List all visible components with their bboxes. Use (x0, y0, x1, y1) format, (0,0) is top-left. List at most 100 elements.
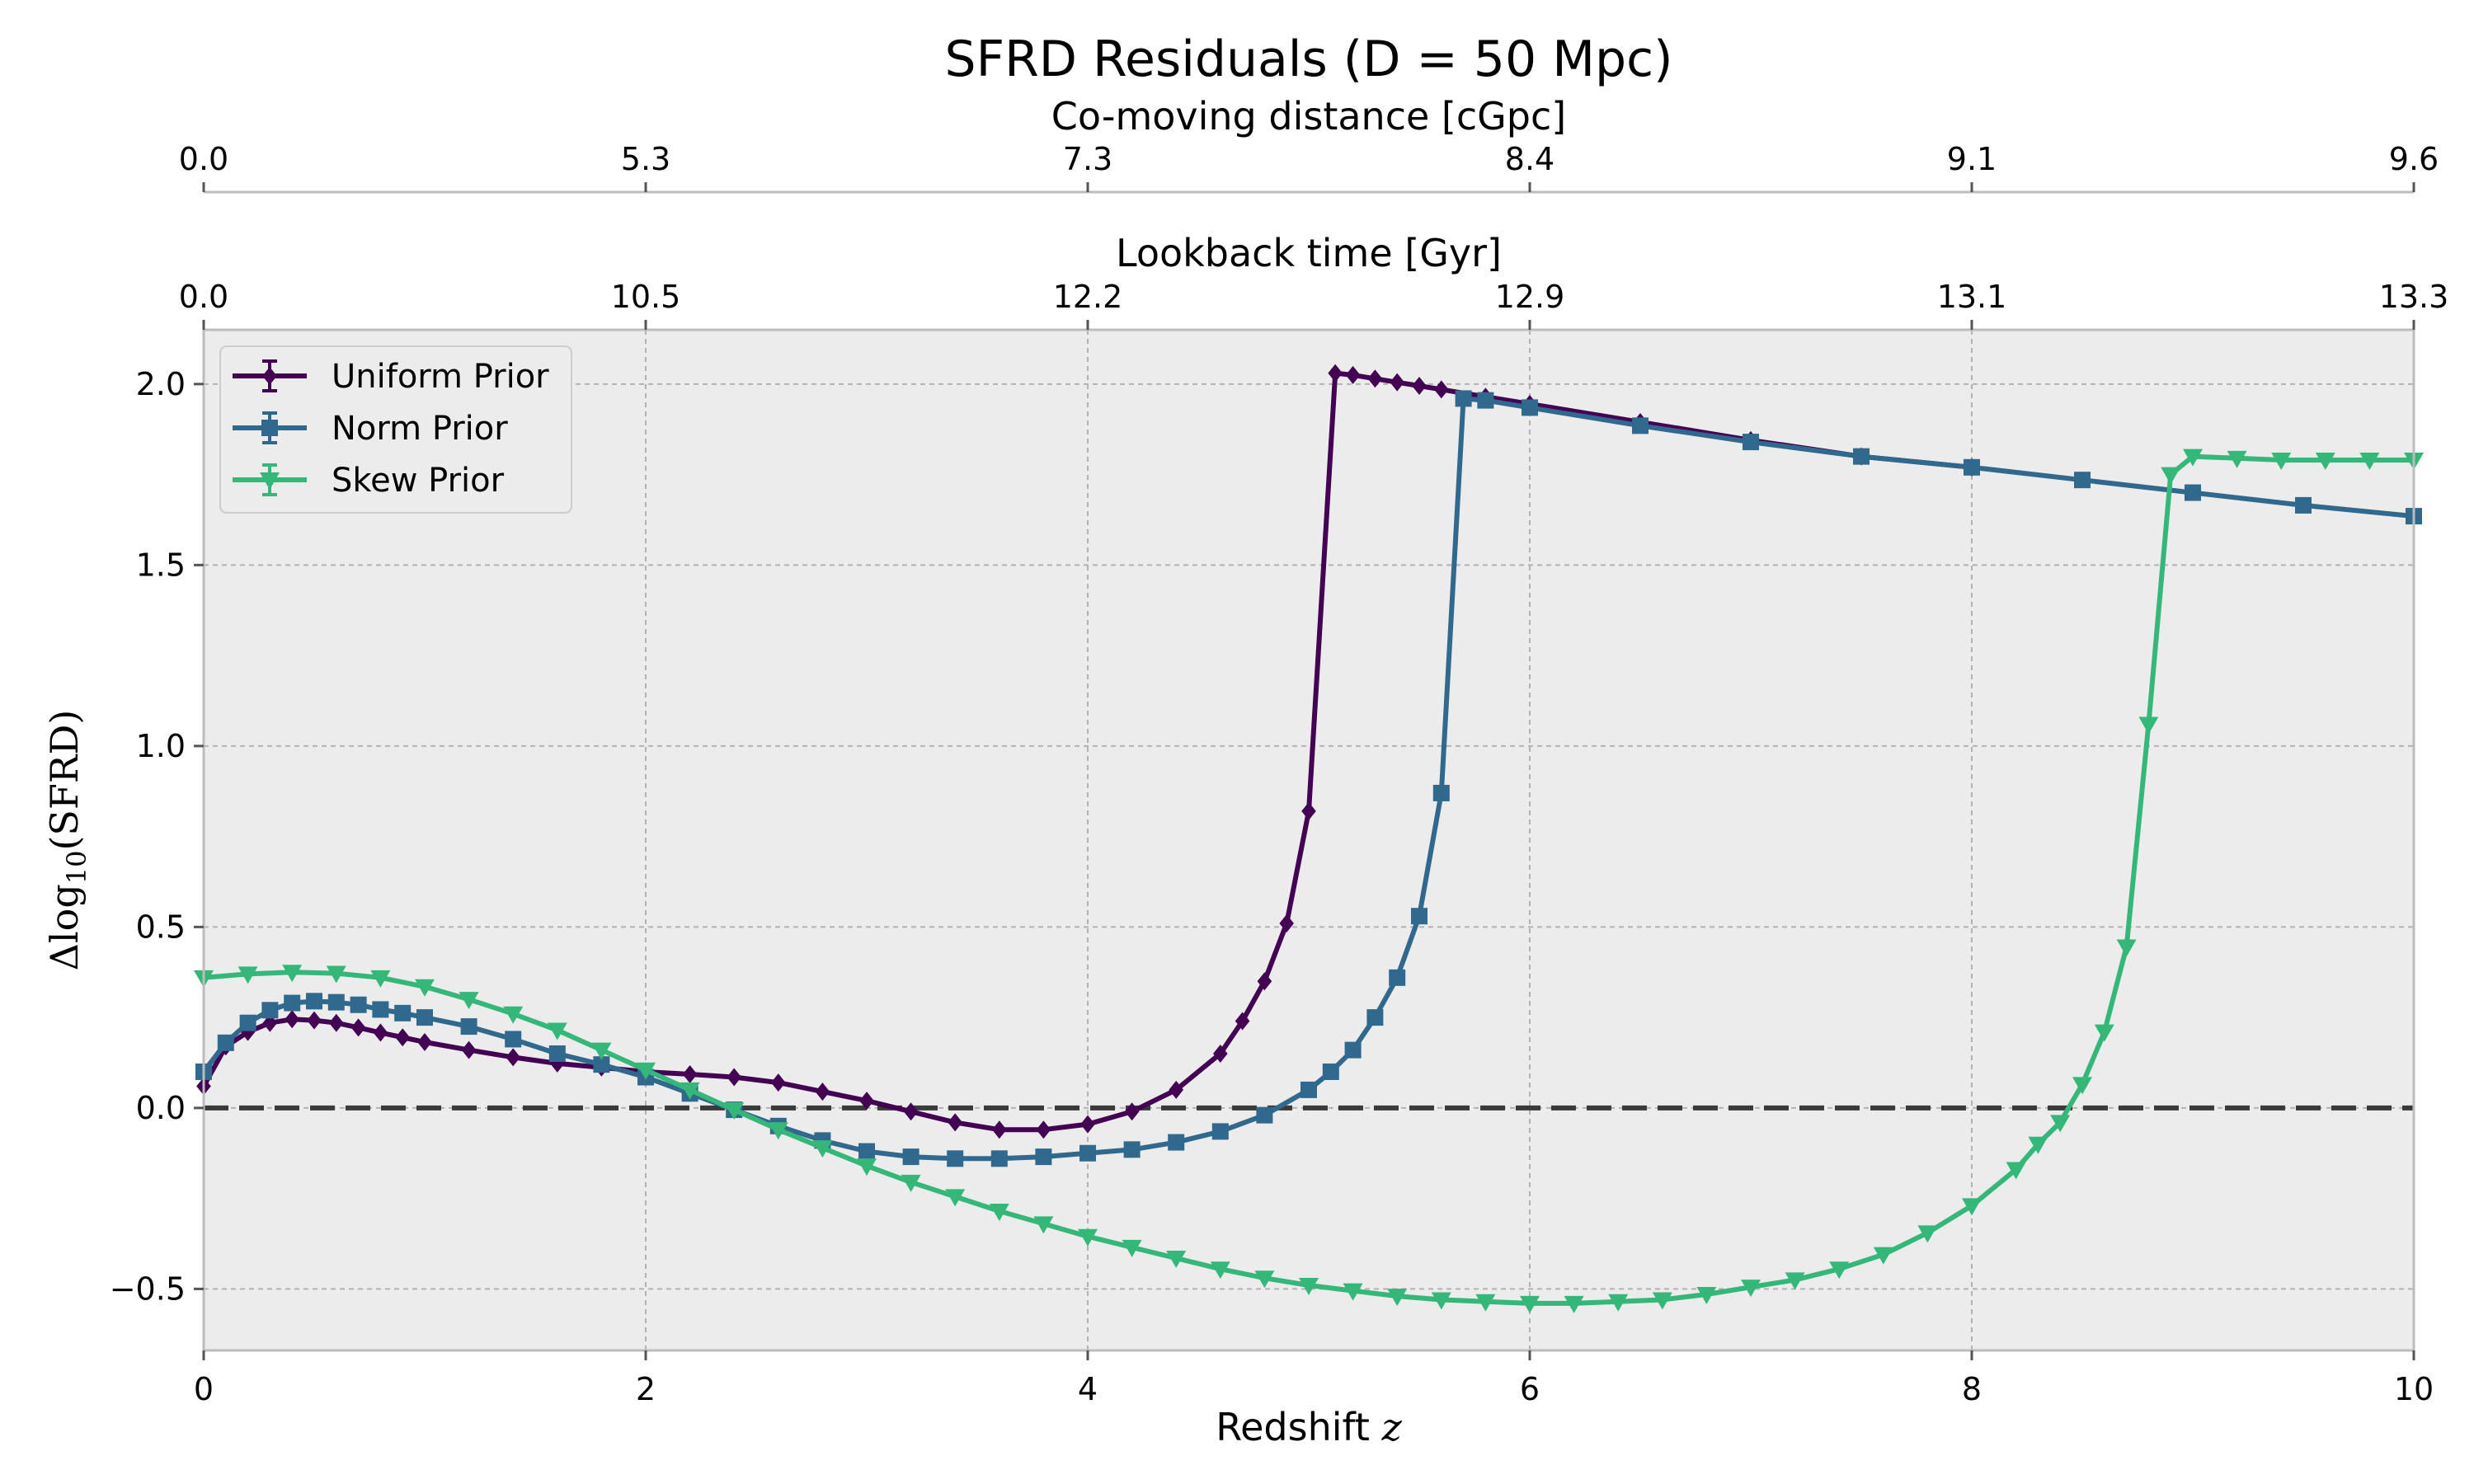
skew-prior-point (2006, 1162, 2026, 1180)
y-tick-label: 0.5 (136, 909, 186, 945)
norm-prior-point (1455, 390, 1472, 407)
norm-prior-point (990, 1150, 1008, 1167)
skew-prior-point (1608, 1294, 1629, 1312)
skew-prior-point (326, 965, 346, 984)
legend-marker-uniform-prior (262, 367, 277, 385)
norm-prior-point (1035, 1148, 1052, 1166)
y-axis-title-subscript: 10 (61, 851, 92, 885)
skew-prior-point (1078, 1228, 1098, 1247)
x-axis-title: Redshift z (1216, 1405, 1402, 1449)
top-axes: 0.0 10.5 12.2 12.9 13.1 13.3 Lookback time [Gy… (179, 94, 2448, 330)
skew-prior-point (2359, 453, 2380, 471)
top-axis-tick-label: 8.4 (1505, 141, 1554, 177)
norm-prior-point (593, 1056, 610, 1073)
norm-prior-point (1411, 908, 1427, 925)
skew-prior-point (2050, 1115, 2071, 1133)
uniform-prior-point (815, 1082, 830, 1101)
skew-prior-point (238, 966, 258, 984)
norm-prior-point (1632, 417, 1649, 434)
norm-prior-point (902, 1148, 920, 1166)
skew-prior-point (1652, 1292, 1672, 1310)
top-axis-tick-label: 9.1 (1947, 141, 1997, 177)
skew-prior-point (857, 1158, 877, 1176)
skew-prior-point (989, 1203, 1009, 1221)
skew-prior-point (370, 970, 391, 988)
norm-prior-point (1211, 1123, 1229, 1140)
y-axis-title-prefix: Δlog (42, 884, 87, 970)
uniform-prior-point (373, 1023, 388, 1042)
skew-prior-point (2072, 1077, 2092, 1095)
uniform-prior-point (727, 1068, 741, 1087)
skew-prior-point (2315, 453, 2335, 471)
skew-prior-point (1962, 1198, 1982, 1216)
skew-prior-point (680, 1082, 700, 1100)
skew-prior-point (2138, 716, 2159, 735)
skew-prior-point (812, 1140, 833, 1158)
uniform-prior-point (682, 1065, 698, 1084)
uniform-prior-point (1412, 377, 1427, 396)
x-tick-label: 8 (1962, 1371, 1982, 1407)
x-axis-title-variable: z (1381, 1405, 1403, 1449)
norm-prior-point (1477, 392, 1494, 409)
skew-prior-point (1696, 1286, 1717, 1304)
uniform-prior-point (395, 1028, 410, 1047)
skew-prior-point (1122, 1239, 1142, 1257)
norm-prior-point (1322, 1063, 1339, 1080)
skew-prior-point (2116, 939, 2137, 957)
top-axis-tick-label: 10.5 (611, 279, 681, 315)
legend-label-skew-prior: Skew Prior (332, 462, 505, 500)
top-axis-tick-label: 7.3 (1063, 141, 1112, 177)
x-tick-label: 4 (1078, 1371, 1098, 1407)
skew-prior-point (1564, 1295, 1584, 1313)
norm-prior-point (1344, 1041, 1362, 1059)
norm-prior-point (1256, 1106, 1273, 1124)
uniform-prior-point (1080, 1115, 1095, 1134)
norm-prior-point (239, 1014, 256, 1031)
uniform-prior-point (771, 1073, 786, 1092)
legend-marker-skew-prior (260, 472, 280, 490)
norm-prior-point (372, 1001, 389, 1018)
norm-prior-point (2185, 484, 2201, 501)
norm-prior-point (1389, 969, 1406, 986)
skew-prior-point (1785, 1272, 1805, 1290)
series-2 (194, 448, 2424, 1313)
top-axis-tick-label: 0.0 (179, 141, 228, 177)
skew-prior-point (459, 992, 479, 1010)
uniform-prior-point (948, 1113, 962, 1132)
norm-prior-point (284, 994, 301, 1012)
skew-prior-point (415, 979, 435, 997)
skew-prior-point (901, 1174, 921, 1192)
y-axis-title-suffix: (SFRD) (42, 710, 87, 851)
top-axis-tick-label: 9.6 (2389, 141, 2439, 177)
skew-prior-point (2271, 453, 2292, 471)
skew-prior-point (1166, 1251, 1187, 1269)
skew-prior-point (2161, 467, 2181, 485)
skew-prior-point (724, 1102, 745, 1120)
y-tick-label: 0.0 (136, 1090, 186, 1126)
skew-prior-point (282, 965, 303, 983)
norm-prior-point (327, 993, 345, 1011)
skew-prior-point (1475, 1294, 1496, 1312)
uniform-prior-point (1169, 1080, 1183, 1099)
norm-prior-point (505, 1031, 522, 1048)
norm-prior-point (1079, 1144, 1096, 1162)
skew-prior-point (1829, 1261, 1850, 1280)
uniform-prior-point (1124, 1102, 1140, 1121)
norm-prior-point (548, 1045, 566, 1063)
uniform-prior-point (992, 1120, 1007, 1139)
skew-prior-point (547, 1022, 567, 1040)
x-tick-label: 10 (2394, 1371, 2434, 1407)
chart-title: SFRD Residuals (D = 50 Mpc) (945, 31, 1673, 88)
skew-prior-point (1299, 1277, 1319, 1295)
top-axis-tick-label: 12.2 (1053, 279, 1123, 315)
uniform-prior-point (329, 1013, 344, 1032)
uniform-prior-point (461, 1040, 477, 1059)
skew-prior-point (1387, 1289, 1408, 1307)
skew-prior-point (1033, 1216, 1054, 1234)
skew-prior-point (1431, 1292, 1451, 1310)
skew-prior-point (1917, 1225, 1938, 1243)
top-axis-tick-label: 0.0 (179, 279, 228, 315)
skew-prior-point (1343, 1283, 1363, 1301)
skew-prior-point (1210, 1261, 1230, 1280)
uniform-prior-point (1328, 364, 1343, 383)
